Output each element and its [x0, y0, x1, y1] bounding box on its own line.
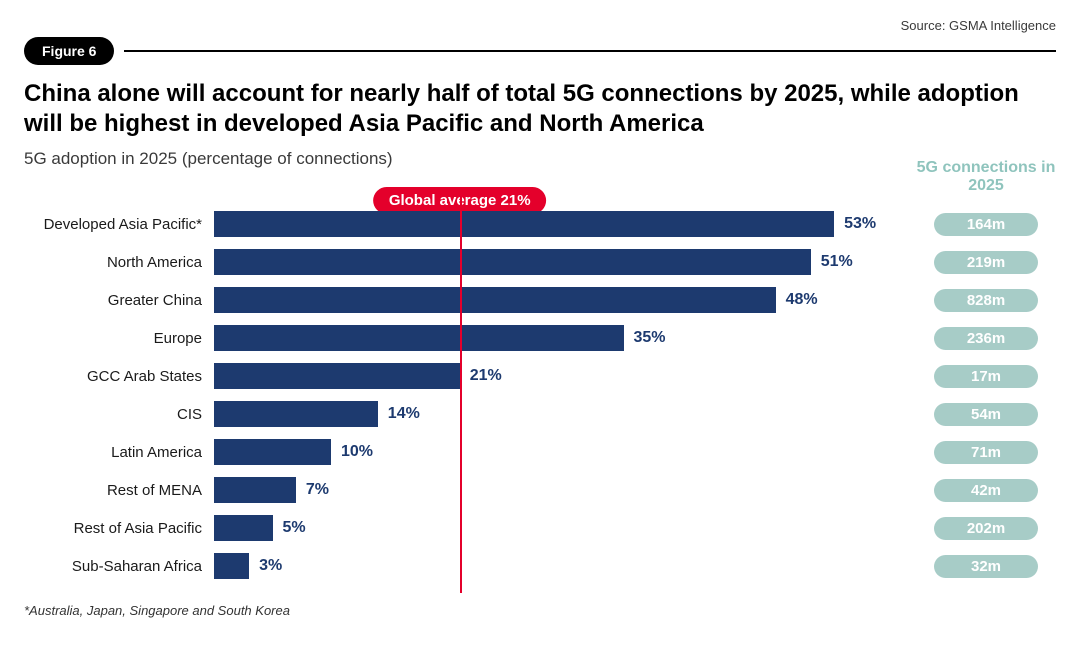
- bar-row: 5%: [214, 509, 916, 547]
- connections-row: 202m: [934, 509, 1038, 547]
- connections-row: 17m: [934, 357, 1038, 395]
- connections-pill: 828m: [934, 289, 1038, 312]
- connections-pill: 17m: [934, 365, 1038, 388]
- connections-row: 236m: [934, 319, 1038, 357]
- connections-row: 42m: [934, 471, 1038, 509]
- region-label: Rest of MENA: [24, 471, 214, 509]
- connections-row: 71m: [934, 433, 1038, 471]
- region-labels-column: Developed Asia Pacific*North AmericaGrea…: [24, 197, 214, 585]
- region-label: Rest of Asia Pacific: [24, 509, 214, 547]
- bar: [214, 401, 378, 427]
- bar-percent-label: 48%: [786, 291, 818, 309]
- bar-row: 48%: [214, 281, 916, 319]
- connections-pill: 202m: [934, 517, 1038, 540]
- footnote: *Australia, Japan, Singapore and South K…: [24, 603, 1056, 618]
- region-label: CIS: [24, 395, 214, 433]
- region-label: Greater China: [24, 281, 214, 319]
- figure-rule: [124, 50, 1056, 52]
- subtitle: 5G adoption in 2025 (percentage of conne…: [24, 149, 1056, 169]
- bar-percent-label: 7%: [306, 481, 329, 499]
- bar: [214, 287, 776, 313]
- connections-row: 828m: [934, 281, 1038, 319]
- bar: [214, 439, 331, 465]
- connections-pill: 32m: [934, 555, 1038, 578]
- headline: China alone will account for nearly half…: [24, 79, 1056, 139]
- bar-row: 53%: [214, 205, 916, 243]
- region-label: Latin America: [24, 433, 214, 471]
- region-label: Sub-Saharan Africa: [24, 547, 214, 585]
- connections-row: 32m: [934, 547, 1038, 585]
- bar-row: 7%: [214, 471, 916, 509]
- connections-pill: 42m: [934, 479, 1038, 502]
- region-label: GCC Arab States: [24, 357, 214, 395]
- bar: [214, 363, 460, 389]
- connections-pill: 164m: [934, 213, 1038, 236]
- bar: [214, 477, 296, 503]
- top-row: Source: GSMA Intelligence: [24, 18, 1056, 33]
- region-label: Developed Asia Pacific*: [24, 205, 214, 243]
- bar-percent-label: 51%: [821, 253, 853, 271]
- bar-row: 35%: [214, 319, 916, 357]
- connections-pill: 219m: [934, 251, 1038, 274]
- bar-percent-label: 35%: [634, 329, 666, 347]
- connections-column: 5G connections in 2025 164m219m828m236m1…: [916, 197, 1056, 585]
- bar: [214, 249, 811, 275]
- bar-row: 3%: [214, 547, 916, 585]
- bar: [214, 553, 249, 579]
- bars-column: Global average 21% 53%51%48%35%21%14%10%…: [214, 197, 916, 585]
- connections-row: 164m: [934, 205, 1038, 243]
- bar-row: 51%: [214, 243, 916, 281]
- region-label: North America: [24, 243, 214, 281]
- figure-header: Figure 6: [24, 37, 1056, 65]
- bar-percent-label: 10%: [341, 443, 373, 461]
- bar: [214, 325, 624, 351]
- bar-row: 14%: [214, 395, 916, 433]
- bar: [214, 211, 834, 237]
- figure-badge: Figure 6: [24, 37, 114, 65]
- connections-row: 219m: [934, 243, 1038, 281]
- connections-header: 5G connections in 2025: [916, 159, 1056, 197]
- region-label: Europe: [24, 319, 214, 357]
- connections-pill: 236m: [934, 327, 1038, 350]
- connections-pill: 54m: [934, 403, 1038, 426]
- bar-percent-label: 21%: [470, 367, 502, 385]
- bar-percent-label: 53%: [844, 215, 876, 233]
- connections-pill: 71m: [934, 441, 1038, 464]
- chart: Developed Asia Pacific*North AmericaGrea…: [24, 197, 1056, 585]
- bar-percent-label: 14%: [388, 405, 420, 423]
- source-text: Source: GSMA Intelligence: [901, 18, 1056, 33]
- connections-row: 54m: [934, 395, 1038, 433]
- bar: [214, 515, 273, 541]
- bar-row: 10%: [214, 433, 916, 471]
- global-average-line: [460, 193, 462, 593]
- bar-percent-label: 3%: [259, 557, 282, 575]
- bar-row: 21%: [214, 357, 916, 395]
- bar-percent-label: 5%: [283, 519, 306, 537]
